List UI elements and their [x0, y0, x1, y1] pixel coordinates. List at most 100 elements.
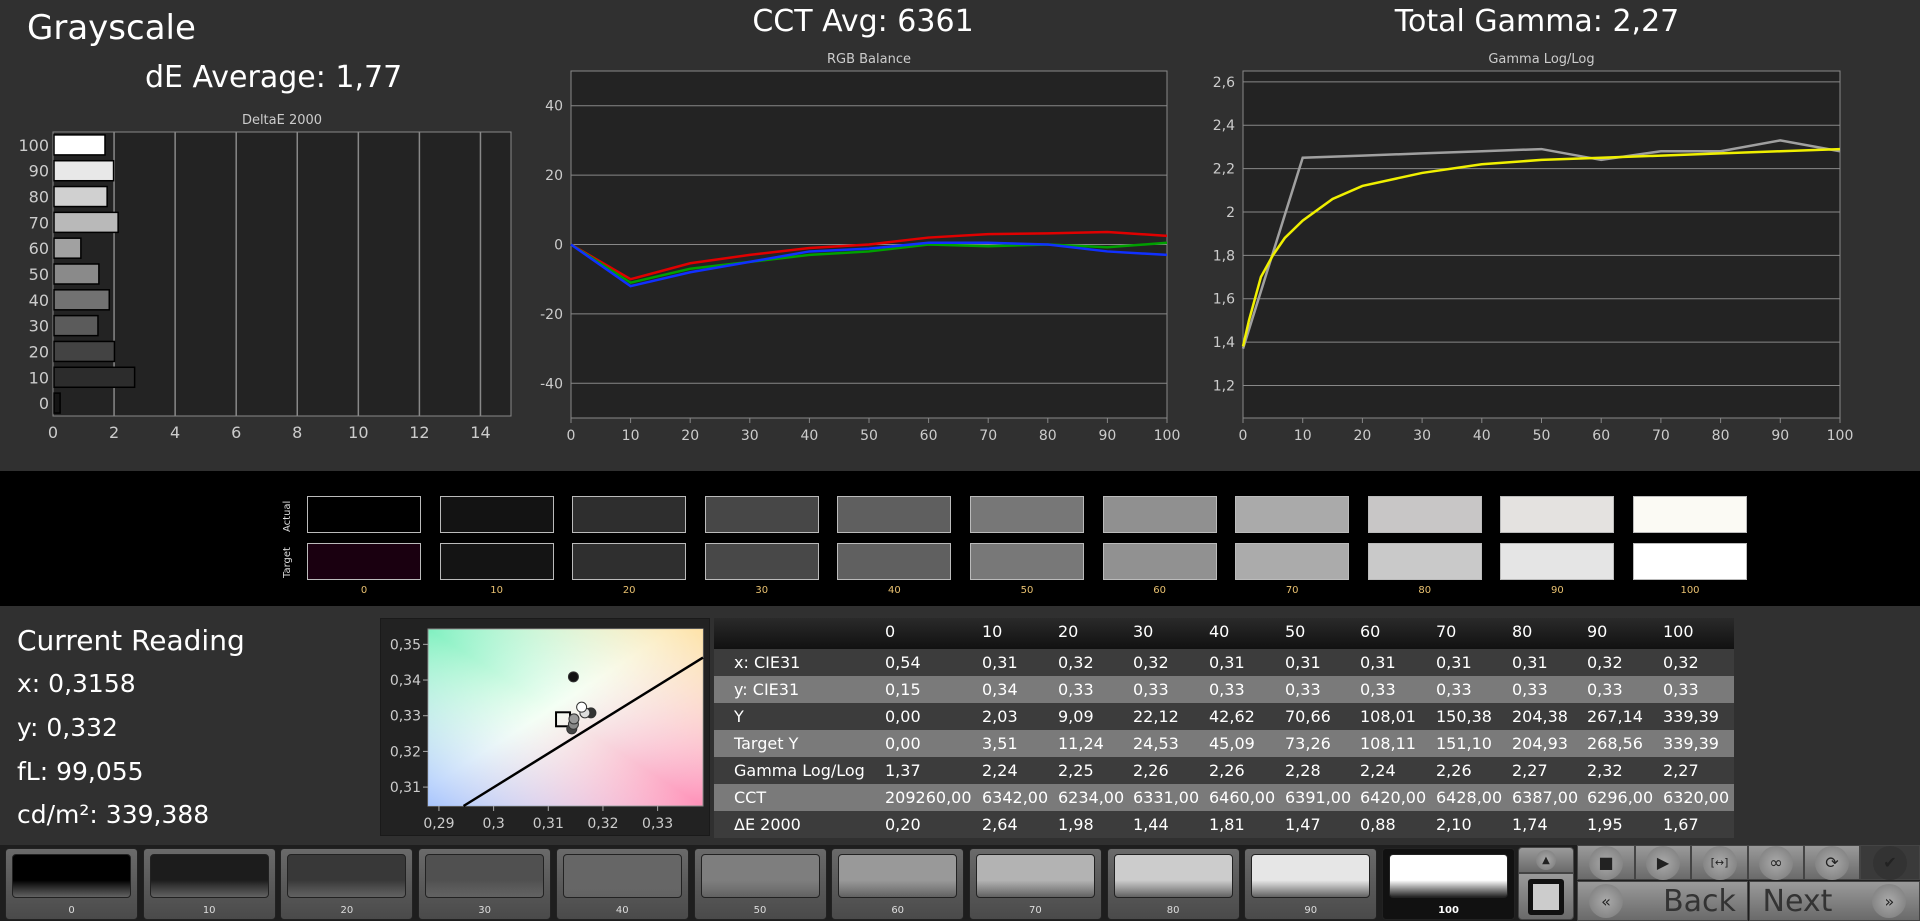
patch-button-30[interactable]: 30 — [418, 848, 552, 920]
bar — [53, 392, 61, 414]
current-reading-title: Current Reading — [17, 624, 245, 657]
table-cell: 1,44 — [1133, 815, 1169, 834]
y-tick-label: 100 — [18, 136, 49, 155]
table-header: 0 10 20 30 40 50 60 70 80 90 100 — [714, 618, 1734, 649]
table-cell: 0,33 — [1512, 680, 1548, 699]
table-cell: 6296,00 — [1587, 788, 1654, 807]
table-row: Y 0,00 2,03 9,09 22,12 42,62 70,66 108,01 150,38… — [714, 703, 1734, 730]
bar — [53, 237, 82, 259]
patch-button-90[interactable]: 90 — [1244, 848, 1378, 920]
bar — [53, 340, 116, 363]
bar — [53, 134, 106, 156]
y-tick-label: 0 — [554, 238, 563, 254]
patch-button-0[interactable]: 0 — [5, 848, 138, 920]
swatch-level-label: 40 — [888, 585, 901, 596]
swatch-level-label: 70 — [1285, 585, 1299, 596]
y-tick-label: 60 — [29, 239, 49, 258]
table-cell: 6331,00 — [1133, 788, 1200, 807]
patch-button-20[interactable]: 20 — [280, 848, 414, 920]
patch-color — [1389, 854, 1508, 898]
target-swatch — [307, 543, 421, 580]
infinity-icon: ∞ — [1759, 845, 1793, 880]
back-button[interactable]: « Back — [1577, 881, 1748, 921]
table-cell: 3,51 — [982, 734, 1018, 753]
table-cell: 0,32 — [1133, 653, 1169, 672]
x-tick-label: 100 — [1827, 428, 1854, 444]
patch-label: 20 — [340, 905, 354, 916]
x-tick-label: 0 — [48, 423, 58, 442]
x-tick-label: 80 — [1039, 428, 1057, 444]
table-cell: 1,67 — [1663, 815, 1699, 834]
y-tick-label: 80 — [29, 188, 49, 207]
loop-button[interactable]: ∞ — [1748, 845, 1804, 880]
table-cell: 70,66 — [1285, 707, 1331, 726]
patch-button-40[interactable]: 40 — [555, 848, 689, 920]
range-button[interactable]: [↔] — [1691, 845, 1748, 880]
swatch-level-label: 0 — [360, 585, 368, 596]
row-label: Target Y — [734, 734, 799, 753]
patch-color — [12, 854, 131, 898]
stop-button[interactable]: ■ — [1577, 845, 1635, 880]
target-swatch — [970, 543, 1084, 580]
table-cell: 0,20 — [885, 815, 921, 834]
patch-button-50[interactable]: 50 — [693, 848, 827, 920]
table-cell: 0,33 — [1133, 680, 1169, 699]
series-line-2 — [570, 241, 1168, 288]
patch-button-100[interactable]: 100 — [1382, 848, 1515, 920]
table-cell: 0,15 — [885, 680, 921, 699]
table-cell: 2,32 — [1587, 761, 1623, 780]
table-cell: 90 — [1587, 622, 1608, 641]
table-cell: 0,32 — [1663, 653, 1699, 672]
table-cell: 73,26 — [1285, 734, 1331, 753]
y-tick-label: 0,35 — [390, 637, 421, 653]
back-label: Back — [1663, 883, 1736, 919]
table-cell: 60 — [1360, 622, 1381, 641]
row-label: Y — [734, 707, 744, 726]
table-cell: 339,39 — [1663, 734, 1719, 753]
patch-preview-button[interactable] — [1518, 873, 1574, 920]
play-button[interactable]: ▶ — [1635, 845, 1691, 880]
table-cell: 40 — [1209, 622, 1230, 641]
patch-button-80[interactable]: 80 — [1106, 848, 1240, 920]
x-tick-label: 70 — [979, 428, 997, 444]
x-tick-label: 6 — [231, 423, 241, 442]
series-line-0 — [1241, 139, 1841, 349]
bar — [53, 366, 136, 389]
confirm-button[interactable]: ✔ — [1860, 845, 1920, 880]
actual-swatch — [1633, 496, 1747, 533]
table-cell: 0,00 — [885, 734, 921, 753]
table-cell: 151,10 — [1436, 734, 1492, 753]
table-cell: 1,47 — [1285, 815, 1321, 834]
table-cell: 20 — [1058, 622, 1079, 641]
x-tick-label: 40 — [800, 428, 818, 444]
patch-color — [1113, 854, 1233, 898]
table-cell: 2,27 — [1663, 761, 1699, 780]
y-tick-label: -20 — [540, 307, 563, 323]
patch-label: 50 — [753, 905, 767, 916]
bar — [53, 159, 115, 182]
patch-button-10[interactable]: 10 — [142, 848, 276, 920]
y-tick-label: 2,4 — [1213, 118, 1235, 134]
refresh-button[interactable]: ⟳ — [1804, 845, 1860, 880]
patch-button-60[interactable]: 60 — [831, 848, 965, 920]
patch-label: 100 — [1438, 905, 1459, 916]
x-tick-label: 90 — [1098, 428, 1116, 444]
next-button[interactable]: Next » — [1749, 881, 1920, 921]
actual-swatch — [704, 496, 819, 533]
y-tick-label: 20 — [545, 168, 563, 184]
x-tick-label: 14 — [470, 423, 490, 442]
bar — [53, 211, 119, 234]
y-tick-label: 1,2 — [1213, 378, 1235, 394]
table-cell: 0,88 — [1360, 815, 1396, 834]
patch-label: 70 — [1029, 905, 1042, 916]
table-cell: 6387,00 — [1512, 788, 1579, 807]
swatch-level-label: 60 — [1153, 585, 1166, 596]
scroll-up-button[interactable]: ▲ — [1518, 847, 1574, 873]
y-tick-label: 10 — [29, 368, 49, 387]
target-swatch — [1633, 543, 1747, 580]
patch-button-70[interactable]: 70 — [968, 848, 1102, 920]
measurement-table: 0 10 20 30 40 50 60 70 80 90 100 x: CIE31 0,54 0,31 0,… — [714, 618, 1734, 838]
series-line-0 — [570, 230, 1168, 281]
data-point — [567, 671, 579, 683]
target-swatch — [1367, 543, 1482, 580]
